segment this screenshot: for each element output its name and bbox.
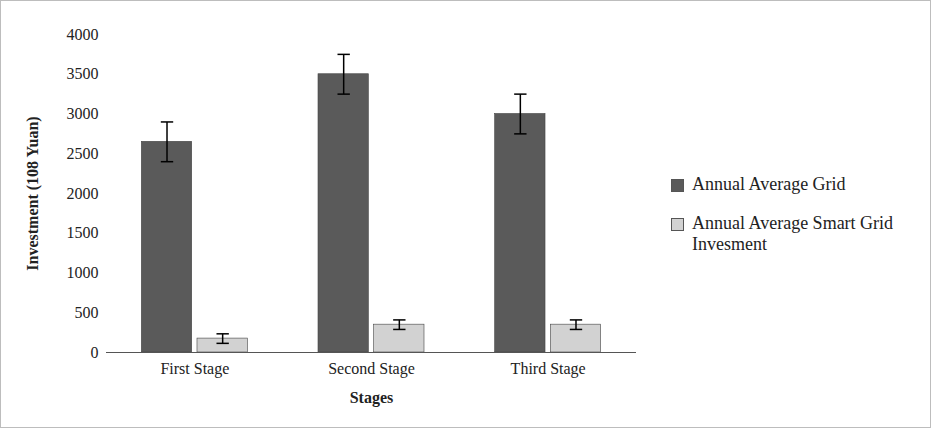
svg-text:Third Stage: Third Stage — [511, 360, 586, 378]
svg-text:Stages: Stages — [350, 389, 394, 407]
svg-text:2000: 2000 — [67, 185, 99, 202]
svg-text:1000: 1000 — [67, 264, 99, 281]
svg-text:Second Stage: Second Stage — [328, 360, 415, 378]
svg-text:3500: 3500 — [67, 65, 99, 82]
html-text:Annual Average Grid: Annual Average Grid — [692, 173, 846, 194]
svg-text:2500: 2500 — [67, 145, 99, 162]
svg-text:Investment (108 Yuan): Investment (108 Yuan) — [24, 116, 42, 270]
svg-text:First Stage: First Stage — [160, 360, 229, 378]
svg-text:0: 0 — [91, 344, 99, 361]
html-text:Annual Average Smart Grid Inve: Annual Average Smart Grid Invesment — [692, 212, 894, 254]
svg-text:3000: 3000 — [67, 105, 99, 122]
svg-text:500: 500 — [75, 304, 99, 321]
svg-text:1500: 1500 — [67, 224, 99, 241]
svg-text:4000: 4000 — [67, 26, 99, 43]
